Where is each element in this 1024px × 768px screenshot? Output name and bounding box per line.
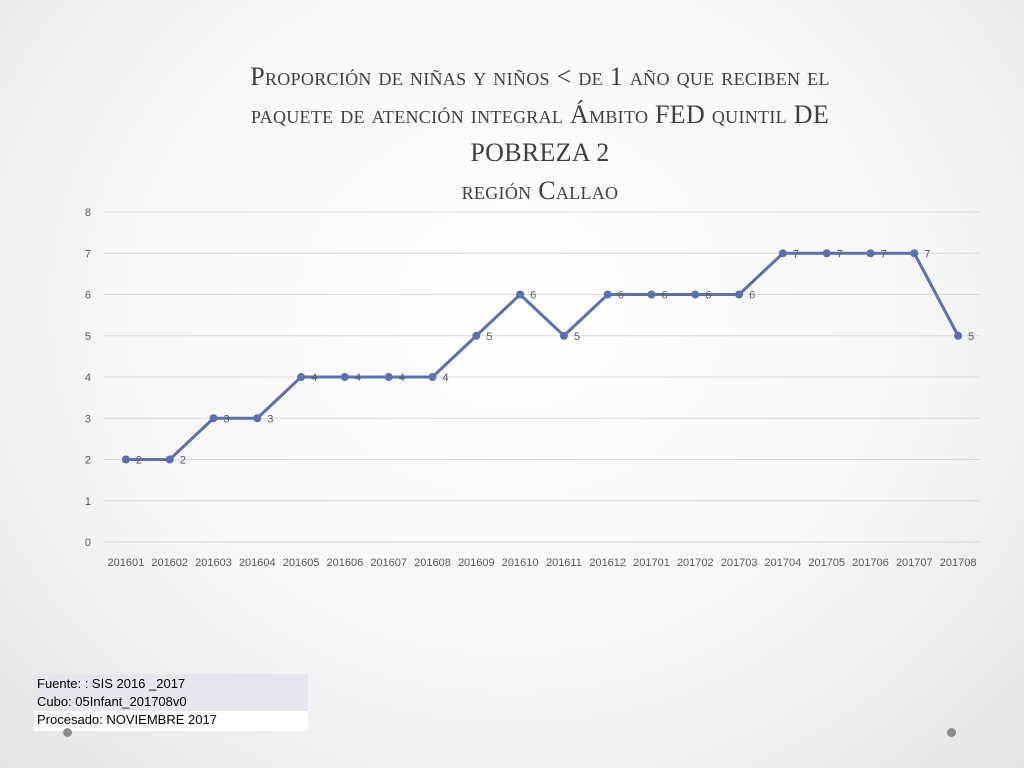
title-line-1: Proporción de niñas y niños < de 1 año q… bbox=[250, 62, 830, 91]
title-line-3: POBREZA 2 bbox=[470, 138, 610, 167]
data-label: 4 bbox=[443, 372, 449, 384]
data-label: 2 bbox=[180, 455, 186, 467]
data-point bbox=[297, 373, 306, 381]
data-label: 7 bbox=[793, 248, 799, 260]
data-point bbox=[209, 414, 218, 423]
data-point bbox=[559, 331, 568, 340]
title-line-2: paquete de atención integral Ámbito FED … bbox=[250, 100, 829, 129]
y-tick-label: 7 bbox=[85, 248, 91, 260]
data-point bbox=[910, 249, 919, 258]
source-line-1: Fuente: : SIS 2016 _2017 bbox=[37, 676, 186, 691]
data-label: 5 bbox=[486, 331, 492, 343]
data-label: 4 bbox=[311, 372, 317, 384]
data-point bbox=[340, 373, 349, 381]
x-tick-label: 201607 bbox=[370, 557, 407, 569]
x-tick-label: 201604 bbox=[239, 557, 276, 569]
x-tick-label: 201609 bbox=[458, 557, 495, 569]
data-point bbox=[121, 455, 130, 464]
data-label: 6 bbox=[749, 290, 755, 302]
x-tick-label: 201605 bbox=[283, 557, 320, 569]
x-tick-label: 201603 bbox=[195, 557, 232, 569]
x-tick-label: 201701 bbox=[633, 557, 670, 569]
x-tick-label: 201611 bbox=[546, 557, 582, 569]
x-tick-label: 201705 bbox=[808, 557, 845, 569]
data-point bbox=[647, 290, 656, 299]
x-tick-label: 201612 bbox=[589, 557, 626, 569]
data-point bbox=[428, 373, 437, 381]
x-tick-label: 201610 bbox=[502, 557, 539, 569]
data-point bbox=[822, 249, 831, 258]
x-tick-label: 201608 bbox=[414, 557, 451, 569]
data-point bbox=[954, 331, 963, 340]
data-point bbox=[384, 373, 393, 381]
x-tick-label: 201707 bbox=[896, 557, 933, 569]
title-line-4: región Callao bbox=[461, 176, 619, 205]
data-label: 6 bbox=[705, 290, 711, 302]
y-tick-label: 3 bbox=[85, 413, 91, 425]
source-note: Fuente: : SIS 2016 _2017 Cubo: 05Infant_… bbox=[34, 674, 308, 731]
data-point bbox=[603, 290, 612, 299]
x-tick-label: 201708 bbox=[940, 557, 977, 569]
data-point bbox=[472, 331, 481, 340]
y-tick-label: 1 bbox=[85, 496, 91, 508]
y-tick-label: 0 bbox=[85, 537, 91, 549]
chart-title: Proporción de niñas y niños < de 1 año q… bbox=[160, 58, 920, 210]
series-line bbox=[125, 251, 960, 461]
data-point bbox=[691, 290, 700, 299]
x-tick-label: 201606 bbox=[327, 557, 364, 569]
data-label: 3 bbox=[267, 413, 273, 425]
data-label: 6 bbox=[662, 290, 668, 302]
x-tick-label: 201602 bbox=[151, 557, 188, 569]
decorative-dot-left bbox=[63, 728, 72, 737]
data-label: 6 bbox=[618, 290, 624, 302]
data-label: 7 bbox=[924, 248, 930, 260]
y-tick-label: 4 bbox=[85, 372, 91, 384]
data-point bbox=[778, 249, 787, 258]
data-point bbox=[516, 290, 525, 299]
x-tick-label: 201706 bbox=[852, 557, 889, 569]
y-tick-label: 8 bbox=[85, 207, 91, 219]
line-chart: 0 1 2 3 4 5 6 7 8 201601 201602 201603 201604 201605 2… bbox=[85, 207, 980, 569]
data-point bbox=[253, 414, 262, 423]
data-label: 6 bbox=[530, 290, 536, 302]
data-label: 7 bbox=[881, 248, 887, 260]
source-line-3: Procesado: NOVIEMBRE 2017 bbox=[34, 711, 308, 731]
x-tick-label: 201703 bbox=[721, 557, 758, 569]
data-point bbox=[866, 249, 875, 258]
y-tick-label: 2 bbox=[85, 455, 91, 467]
x-tick-label: 201702 bbox=[677, 557, 714, 569]
data-label: 4 bbox=[399, 372, 405, 384]
data-label: 2 bbox=[136, 455, 142, 467]
data-point bbox=[735, 290, 744, 299]
data-label: 7 bbox=[837, 248, 843, 260]
y-tick-label: 6 bbox=[85, 290, 91, 302]
y-tick-label: 5 bbox=[85, 331, 91, 343]
decorative-dot-right bbox=[947, 728, 956, 737]
x-tick-label: 201704 bbox=[765, 557, 802, 569]
source-line-2: Cubo: 05Infant_201708v0 bbox=[37, 694, 187, 709]
data-point bbox=[165, 455, 174, 464]
data-label: 4 bbox=[355, 372, 361, 384]
data-label: 3 bbox=[224, 413, 230, 425]
data-label: 5 bbox=[968, 331, 974, 343]
data-label: 5 bbox=[574, 331, 580, 343]
x-tick-label: 201601 bbox=[108, 557, 145, 569]
